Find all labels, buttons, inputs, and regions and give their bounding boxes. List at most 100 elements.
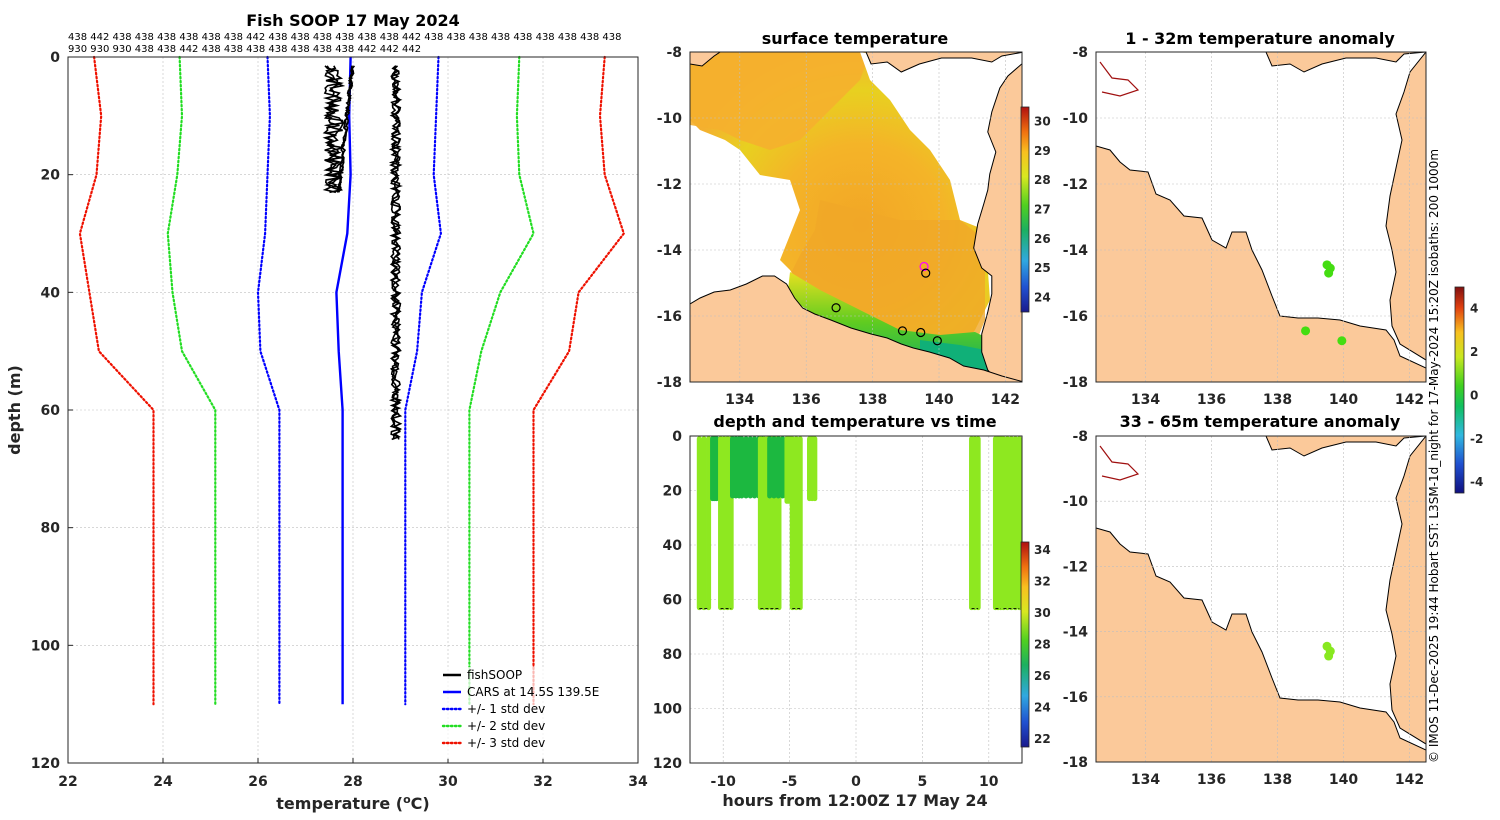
anom2-title: 33 - 65m temperature anomaly bbox=[1120, 412, 1401, 431]
anom2-ytick--12: -12 bbox=[1063, 559, 1088, 575]
sst-xtick-138: 138 bbox=[858, 392, 887, 408]
profile-xtick-32: 32 bbox=[533, 774, 552, 790]
profile-x-ticks: 22 24 26 28 30 32 34 bbox=[58, 758, 648, 790]
dt-cast-1 bbox=[710, 436, 720, 502]
anomaly-colorbar bbox=[1454, 286, 1465, 494]
anom-cbtick-2: 2 bbox=[1470, 345, 1478, 359]
anom1-title: 1 - 32m temperature anomaly bbox=[1125, 29, 1395, 48]
anom-cbtick--2: -2 bbox=[1470, 432, 1483, 446]
dt-cbtick-22: 22 bbox=[1034, 732, 1051, 746]
dt-ytick-40: 40 bbox=[663, 538, 683, 554]
anom1-point-4 bbox=[1337, 336, 1347, 346]
anom2-xtick-142: 142 bbox=[1395, 772, 1424, 788]
anom2-ytick--10: -10 bbox=[1063, 494, 1089, 510]
dt-cast-11 bbox=[992, 436, 1004, 611]
profile-ytick-0: 0 bbox=[50, 50, 60, 66]
sst-xtick-134: 134 bbox=[725, 392, 754, 408]
anom2-points bbox=[1322, 641, 1335, 661]
sst-colorbar bbox=[1020, 106, 1030, 313]
anom1-xtick-136: 136 bbox=[1197, 392, 1226, 408]
profile-id-row-2: 930 930 930 438 438 442 438 438 438 438 … bbox=[68, 44, 421, 55]
sst-north-region bbox=[690, 52, 870, 150]
profile-panel: 22 24 26 28 30 32 34 0 20 40 60 80 100 120 Fish SOOP… bbox=[5, 11, 648, 813]
sst-cbtick-26: 26 bbox=[1034, 232, 1051, 246]
dt-cast-9 bbox=[807, 436, 818, 502]
dt-cbtick-32: 32 bbox=[1034, 574, 1051, 588]
legend-label-3: +/- 2 std dev bbox=[467, 719, 545, 733]
fishsoop-casts bbox=[322, 65, 403, 441]
sst-station-3 bbox=[916, 327, 926, 338]
sst-cbtick-27: 27 bbox=[1034, 203, 1051, 217]
anom2-ytick--16: -16 bbox=[1063, 690, 1088, 706]
profile-series-4 bbox=[166, 55, 217, 706]
profile-legend: fishSOOP CARS at 14.5S 139.5E +/- 1 std de… bbox=[437, 667, 633, 759]
profile-series-1 bbox=[404, 55, 443, 706]
anom1-ytick--14: -14 bbox=[1063, 243, 1089, 259]
profile-ytick-120: 120 bbox=[31, 756, 60, 772]
dt-cbtick-34: 34 bbox=[1034, 543, 1051, 557]
fishsoop-cast-1-2 bbox=[337, 65, 354, 193]
sst-ytick--8: -8 bbox=[666, 45, 682, 61]
anom2-ytick--14: -14 bbox=[1063, 625, 1089, 641]
profile-ytick-40: 40 bbox=[41, 285, 61, 301]
sst-cloud-mask bbox=[860, 52, 1022, 220]
profile-y-ticks: 0 20 40 60 80 100 120 bbox=[31, 50, 73, 772]
profile-xtick-28: 28 bbox=[343, 774, 362, 790]
profile-ytick-20: 20 bbox=[41, 168, 61, 184]
dt-cast-2 bbox=[718, 436, 734, 611]
legend-label-1: CARS at 14.5S 139.5E bbox=[467, 685, 599, 699]
anom1-ytick--16: -16 bbox=[1063, 309, 1088, 325]
anomaly-33-65-panel: 134 136 138 140 142 -8 -10 -12 -14 -16 -18 33 - 65… bbox=[1063, 412, 1427, 788]
profile-series-6 bbox=[78, 55, 155, 706]
profile-series-3 bbox=[468, 55, 535, 706]
anom2-axes-frame bbox=[1095, 435, 1427, 763]
anom2-xtick-134: 134 bbox=[1131, 772, 1160, 788]
sst-xtick-136: 136 bbox=[792, 392, 821, 408]
sst-cbtick-28: 28 bbox=[1034, 173, 1051, 187]
sst-colorbar-ticks: 24 25 26 27 28 29 30 bbox=[1034, 115, 1051, 305]
profile-id-row-1: 438 442 438 438 438 438 438 438 442 438 … bbox=[68, 32, 621, 43]
dt-casts bbox=[696, 436, 1022, 611]
dt-cast-6 bbox=[767, 436, 790, 499]
sst-cbtick-25: 25 bbox=[1034, 261, 1051, 275]
dt-xtick--5: -5 bbox=[782, 774, 798, 790]
anom2-land bbox=[1096, 436, 1426, 762]
dt-x-label: hours from 12:00Z 17 May 24 bbox=[722, 791, 987, 810]
dt-cast-3 bbox=[729, 436, 742, 499]
dt-cbtick-28: 28 bbox=[1034, 638, 1051, 652]
anom1-xtick-134: 134 bbox=[1131, 392, 1160, 408]
dt-cbtick-30: 30 bbox=[1034, 606, 1051, 620]
profile-xtick-26: 26 bbox=[248, 774, 267, 790]
profile-ytick-60: 60 bbox=[41, 403, 61, 419]
anom2-ticks: 134 136 138 140 142 -8 -10 -12 -14 -16 -18 bbox=[1063, 429, 1424, 788]
sst-map-panel: 134 136 138 140 142 -8 -10 -12 -14 -16 -18 surface… bbox=[657, 29, 1051, 408]
legend-label-2: +/- 1 std dev bbox=[467, 702, 545, 716]
anom1-isobath bbox=[1099, 61, 1140, 97]
sst-ytick--12: -12 bbox=[657, 177, 682, 193]
anom1-ytick--10: -10 bbox=[1063, 111, 1089, 127]
sst-ytick--18: -18 bbox=[657, 375, 682, 391]
anom1-points bbox=[1301, 260, 1347, 346]
sst-station-4 bbox=[932, 336, 942, 346]
anom1-point-3 bbox=[1301, 326, 1311, 336]
sst-stations bbox=[831, 261, 942, 346]
sst-title: surface temperature bbox=[762, 29, 949, 48]
anom2-xtick-136: 136 bbox=[1197, 772, 1226, 788]
dt-cast-10 bbox=[969, 436, 981, 611]
sst-ytick--10: -10 bbox=[657, 111, 683, 127]
anom2-ytick--8: -8 bbox=[1072, 429, 1088, 445]
fishsoop-cast-2-2 bbox=[388, 65, 403, 440]
dt-cbtick-26: 26 bbox=[1034, 669, 1051, 683]
dt-ytick-80: 80 bbox=[663, 647, 683, 663]
credit-text: © IMOS 11-Dec-2025 19:44 Hobart SST: L3S… bbox=[1427, 149, 1441, 763]
anom2-xtick-138: 138 bbox=[1263, 772, 1292, 788]
sst-station-5 bbox=[831, 303, 841, 313]
profile-series-0 bbox=[335, 56, 352, 705]
dt-cast-8 bbox=[789, 436, 803, 611]
legend-label-0: fishSOOP bbox=[467, 668, 522, 682]
anom2-ytick--18: -18 bbox=[1063, 755, 1088, 771]
dt-gridlines bbox=[690, 435, 1022, 764]
anom1-ytick--12: -12 bbox=[1063, 177, 1088, 193]
